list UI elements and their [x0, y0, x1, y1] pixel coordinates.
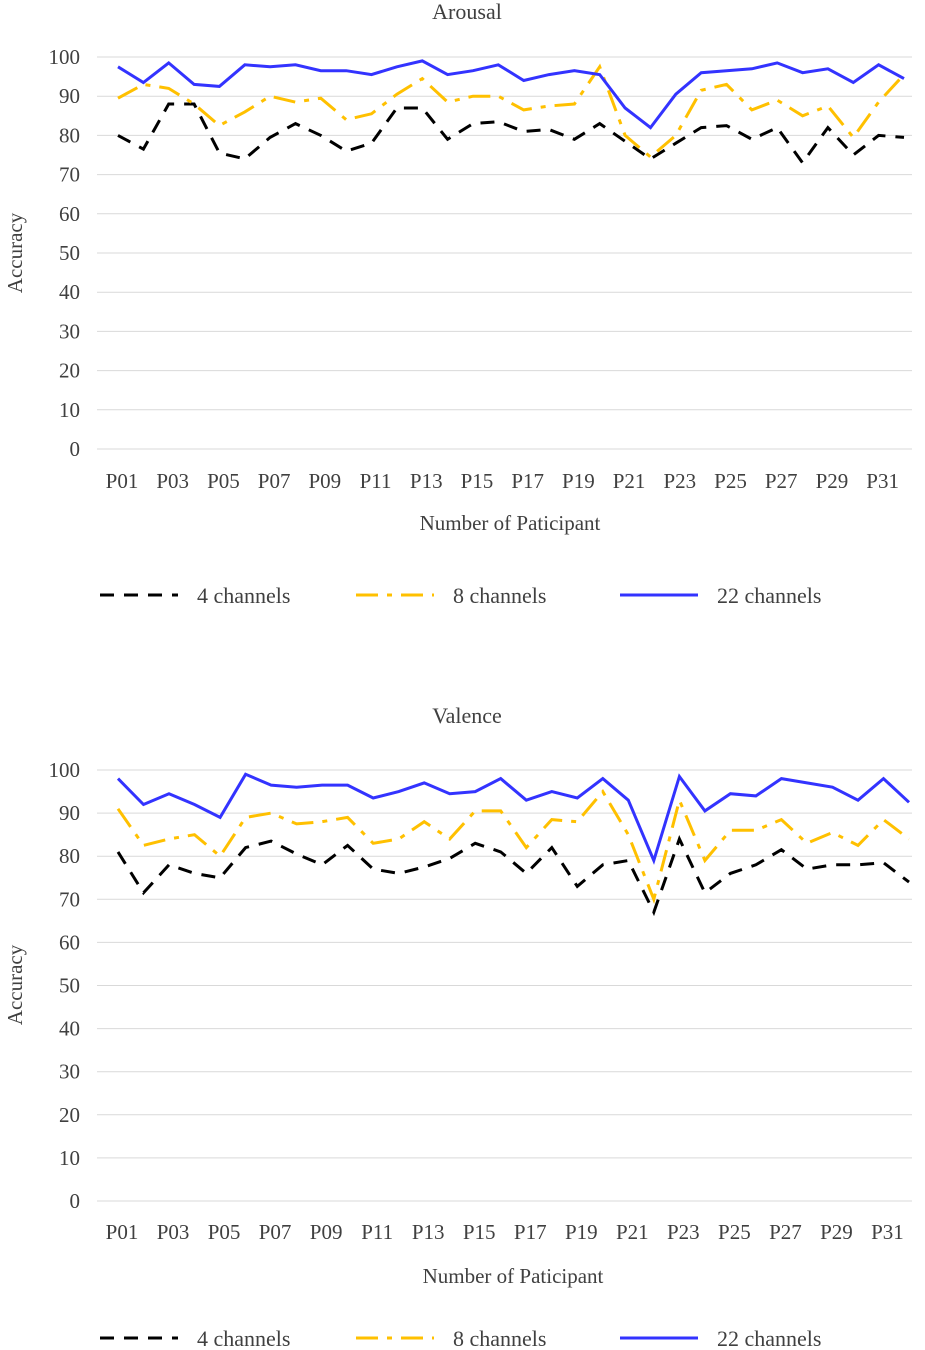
y-tick-label: 20: [59, 1103, 80, 1127]
x-tick-label: P13: [410, 469, 443, 493]
y-tick-label: 100: [49, 45, 81, 69]
y-tick-label: 50: [59, 974, 80, 998]
chart-title: Arousal: [432, 0, 502, 24]
x-tick-label: P03: [156, 469, 189, 493]
legend-label: 22 channels: [717, 1326, 821, 1350]
y-tick-label: 100: [49, 758, 81, 782]
legend-label: 4 channels: [197, 1326, 290, 1350]
x-tick-label: P17: [511, 469, 544, 493]
x-tick-label: P27: [769, 1220, 802, 1244]
legend-label: 8 channels: [453, 583, 546, 608]
x-tick-label: P27: [765, 469, 798, 493]
x-tick-label: P29: [816, 469, 849, 493]
valence-chart: Valence 0 10 20 30 40 50 60 70 80 90 100 P01 P03 P05 P0…: [0, 700, 925, 1350]
x-tick-label: P29: [820, 1220, 853, 1244]
x-tick-label: P15: [463, 1220, 496, 1244]
x-tick-label: P07: [259, 1220, 292, 1244]
y-tick-label: 30: [59, 319, 80, 343]
y-tick-label: 70: [59, 887, 80, 911]
x-tick-label: P15: [461, 469, 494, 493]
y-tick-label: 80: [59, 844, 80, 868]
x-tick-label: P23: [667, 1220, 700, 1244]
y-axis-label: Accuracy: [3, 944, 27, 1025]
series-line-4-channels: [117, 102, 905, 166]
legend-label: 22 channels: [717, 583, 821, 608]
x-tick-label: P23: [663, 469, 696, 493]
x-tick-label: P17: [514, 1220, 547, 1244]
series-line-22-channels: [116, 772, 911, 865]
x-tick-label: P21: [613, 469, 646, 493]
legend-label: 8 channels: [453, 1326, 546, 1350]
x-tick-label: P25: [714, 469, 747, 493]
x-tick-label: P03: [157, 1220, 190, 1244]
series-line-8-channels: [116, 789, 910, 905]
y-tick-label: 0: [70, 437, 81, 461]
series-line-4-channels: [116, 835, 910, 917]
x-tick-label: P31: [871, 1220, 904, 1244]
y-tick-label: 40: [59, 1017, 80, 1041]
y-tick-label: 10: [59, 1146, 80, 1170]
valence-chart-svg: Valence 0 10 20 30 40 50 60 70 80 90 100 P01 P03 P05 P0…: [3, 703, 912, 1350]
y-tick-label: 20: [59, 359, 80, 383]
legend-label: 4 channels: [197, 583, 290, 608]
y-tick-label: 90: [59, 84, 80, 108]
y-tick-label: 60: [59, 930, 80, 954]
series-line-8-channels: [117, 63, 906, 159]
x-tick-label: P11: [361, 1220, 393, 1244]
x-tick-label: P25: [718, 1220, 751, 1244]
x-tick-label: P01: [106, 1220, 139, 1244]
x-tick-label: P07: [258, 469, 291, 493]
x-tick-label: P01: [106, 469, 139, 493]
arousal-chart: Arousal 0 10 20 30 40 50 60 70 80 90 100 P01 P03 P05 P0…: [0, 0, 925, 640]
y-tick-label: 0: [70, 1189, 81, 1213]
y-tick-label: 40: [59, 280, 80, 304]
x-tick-label: P19: [562, 469, 595, 493]
y-tick-label: 10: [59, 398, 80, 422]
x-tick-label: P21: [616, 1220, 649, 1244]
y-axis-label: Accuracy: [3, 212, 27, 293]
y-tick-label: 50: [59, 241, 80, 265]
x-tick-label: P31: [866, 469, 899, 493]
x-tick-label: P09: [308, 469, 341, 493]
x-tick-label: P11: [360, 469, 392, 493]
x-tick-label: P05: [207, 469, 240, 493]
x-axis-label: Number of Paticipant: [423, 1264, 604, 1288]
chart-title: Valence: [432, 703, 502, 728]
y-tick-label: 30: [59, 1060, 80, 1084]
y-tick-label: 70: [59, 163, 80, 187]
arousal-chart-svg: Arousal 0 10 20 30 40 50 60 70 80 90 100 P01 P03 P05 P0…: [3, 0, 912, 608]
series-line-22-channels: [117, 59, 905, 130]
x-tick-label: P09: [310, 1220, 343, 1244]
x-axis-label: Number of Paticipant: [420, 511, 601, 535]
x-tick-label: P05: [208, 1220, 241, 1244]
y-tick-label: 90: [59, 801, 80, 825]
x-tick-label: P19: [565, 1220, 598, 1244]
y-tick-label: 60: [59, 202, 80, 226]
y-tick-label: 80: [59, 123, 80, 147]
x-tick-label: P13: [412, 1220, 445, 1244]
